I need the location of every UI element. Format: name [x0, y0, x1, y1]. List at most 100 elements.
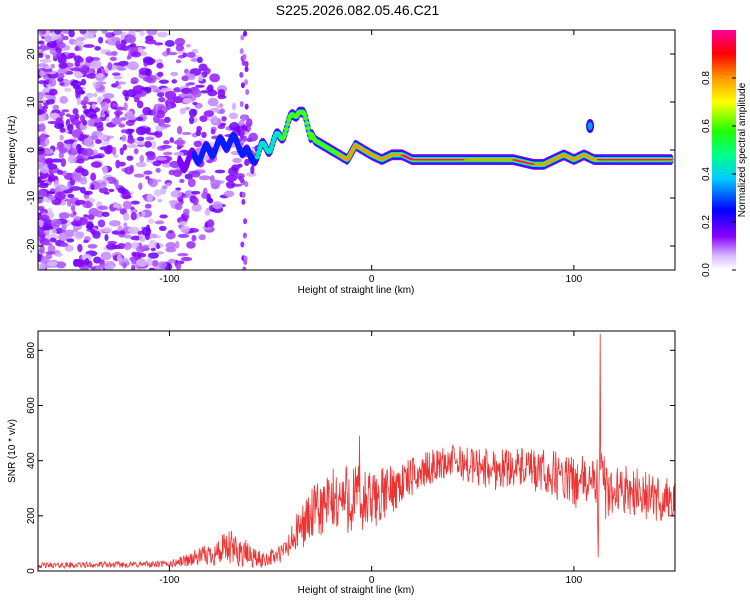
- noise-blob: [88, 214, 95, 220]
- noise-blob: [109, 56, 117, 62]
- noise-blob: [177, 233, 190, 238]
- noise-blob: [179, 221, 188, 226]
- noise-blob: [171, 79, 178, 84]
- noise-blob: [111, 146, 117, 156]
- noise-blob: [127, 61, 139, 71]
- noise-blob: [186, 51, 196, 58]
- noise-blob: [191, 203, 202, 212]
- noise-blob: [176, 146, 182, 150]
- noise-blob: [38, 255, 42, 262]
- noise-blob: [144, 39, 157, 45]
- noise-blob: [98, 263, 106, 269]
- noise-blob: [54, 252, 63, 257]
- noise-blob: [206, 218, 215, 228]
- noise-blob: [183, 208, 190, 216]
- noise-blob: [188, 116, 195, 125]
- noise-blob: [175, 187, 182, 191]
- noise-blob: [70, 80, 83, 87]
- noise-blob: [61, 223, 67, 231]
- ridge-segment: [459, 159, 465, 161]
- noise-blob: [55, 261, 67, 269]
- noise-blob: [143, 76, 154, 82]
- noise-blob: [38, 146, 45, 155]
- noise-blob: [179, 107, 186, 115]
- noise-blob: [38, 91, 45, 95]
- noise-blob: [174, 37, 186, 46]
- noise-blob: [76, 154, 84, 159]
- noise-blob: [147, 252, 159, 259]
- noise-blob: [207, 97, 219, 107]
- noise-blob: [180, 87, 192, 95]
- noise-blob: [239, 101, 244, 108]
- noise-blob: [73, 259, 85, 267]
- noise-blob: [71, 129, 81, 139]
- noise-blob: [38, 54, 44, 59]
- noise-blob: [142, 106, 152, 116]
- noise-blob: [119, 230, 126, 235]
- noise-blob: [66, 238, 75, 243]
- noise-blob: [170, 71, 179, 77]
- noise-blob: [182, 97, 192, 104]
- noise-blob: [113, 75, 123, 80]
- noise-blob: [243, 218, 248, 225]
- noise-blob: [50, 218, 62, 228]
- noise-blob: [158, 225, 167, 231]
- snr-frame: [37, 330, 676, 572]
- noise-blob: [59, 242, 69, 247]
- noise-blob: [123, 234, 132, 239]
- noise-blob: [239, 133, 244, 140]
- noise-blob: [184, 106, 191, 111]
- noise-blob: [163, 140, 170, 145]
- noise-blob: [58, 232, 69, 242]
- noise-blob: [120, 129, 128, 134]
- noise-blob: [168, 258, 176, 264]
- noise-blob: [113, 110, 124, 116]
- noise-blob: [158, 96, 166, 103]
- noise-blob: [170, 190, 182, 198]
- noise-blob: [84, 258, 90, 266]
- noise-blob: [104, 234, 109, 242]
- noise-blob: [107, 240, 118, 245]
- noise-blob: [72, 227, 78, 233]
- noise-blob: [67, 193, 75, 199]
- noise-blob: [98, 36, 104, 44]
- noise-blob: [61, 109, 70, 113]
- noise-blob: [100, 141, 109, 146]
- noise-blob: [210, 129, 216, 135]
- noise-blob: [241, 191, 246, 198]
- y-tick-label: 200: [26, 507, 37, 524]
- noise-blob: [129, 164, 134, 172]
- noise-blob: [158, 79, 170, 84]
- noise-blob: [126, 155, 134, 161]
- noise-blob: [89, 60, 102, 69]
- noise-blob: [40, 165, 49, 174]
- noise-blob: [116, 254, 122, 263]
- noise-blob: [209, 73, 221, 83]
- noise-blob: [121, 45, 130, 51]
- noise-blob: [76, 97, 82, 105]
- noise-blob: [232, 157, 242, 164]
- noise-blob: [72, 174, 82, 182]
- noise-blob: [157, 199, 163, 203]
- noise-blob: [125, 34, 137, 44]
- noise-blob: [193, 140, 203, 148]
- ridge-segment: [346, 155, 352, 157]
- noise-blob: [130, 211, 137, 221]
- noise-blob: [127, 137, 135, 144]
- noise-blob: [96, 73, 104, 79]
- noise-blob: [68, 30, 75, 38]
- noise-blob: [97, 133, 108, 141]
- noise-blob: [70, 148, 78, 154]
- noise-blob: [40, 30, 47, 35]
- noise-blob: [97, 219, 106, 228]
- noise-blob: [139, 154, 145, 163]
- noise-blob: [48, 88, 58, 96]
- noise-blob: [82, 148, 94, 156]
- noise-blob: [131, 264, 136, 270]
- noise-blob: [58, 152, 65, 159]
- noise-blob: [137, 141, 145, 146]
- noise-blob: [123, 102, 128, 112]
- noise-blob: [150, 233, 158, 239]
- noise-blob: [235, 173, 245, 179]
- colorbar-tick-label: 0.8: [701, 71, 712, 85]
